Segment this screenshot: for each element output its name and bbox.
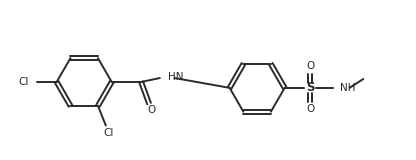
Text: Cl: Cl (19, 77, 29, 87)
Text: HN: HN (168, 72, 183, 82)
Text: O: O (306, 104, 314, 114)
Text: Cl: Cl (104, 128, 114, 138)
Text: NH: NH (340, 83, 355, 93)
Text: O: O (148, 105, 156, 116)
Text: S: S (306, 81, 314, 94)
Text: O: O (306, 61, 314, 71)
